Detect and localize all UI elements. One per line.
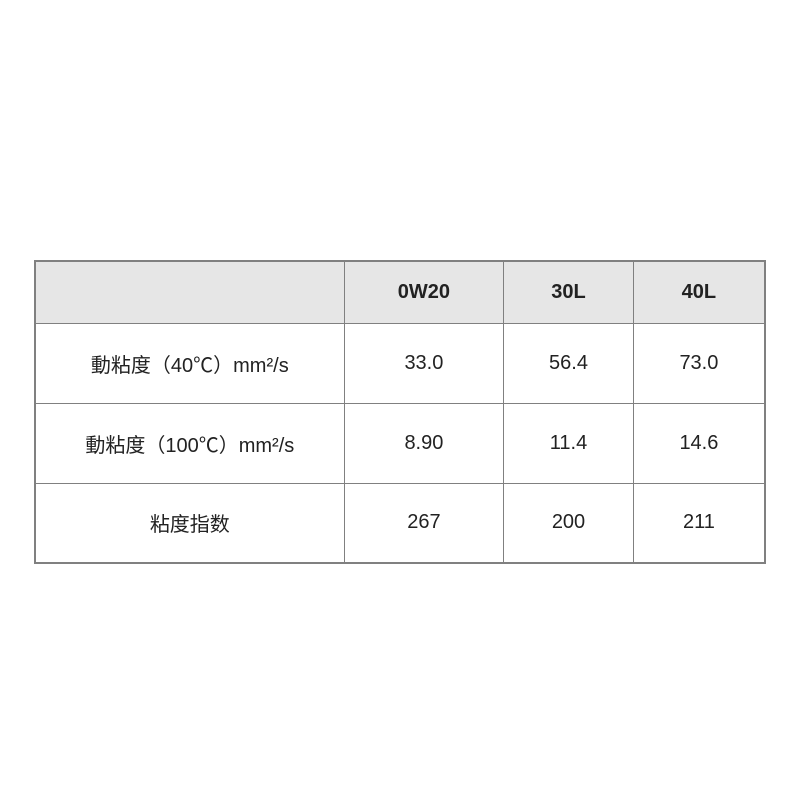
row-label: 動粘度（100℃）mm²/s [35,403,344,483]
cell: 267 [344,483,504,563]
table-row: 粘度指数 267 200 211 [35,483,765,563]
cell: 73.0 [633,323,765,403]
cell: 200 [504,483,634,563]
col-header-blank [35,261,344,323]
row-label: 動粘度（40℃）mm²/s [35,323,344,403]
viscosity-table: 0W20 30L 40L 動粘度（40℃）mm²/s 33.0 56.4 73.… [34,260,766,564]
cell: 11.4 [504,403,634,483]
cell: 33.0 [344,323,504,403]
col-header-30l: 30L [504,261,634,323]
row-label: 粘度指数 [35,483,344,563]
cell: 14.6 [633,403,765,483]
table-header-row: 0W20 30L 40L [35,261,765,323]
table-row: 動粘度（40℃）mm²/s 33.0 56.4 73.0 [35,323,765,403]
col-header-0w20: 0W20 [344,261,504,323]
col-header-40l: 40L [633,261,765,323]
cell: 56.4 [504,323,634,403]
cell: 211 [633,483,765,563]
cell: 8.90 [344,403,504,483]
table-row: 動粘度（100℃）mm²/s 8.90 11.4 14.6 [35,403,765,483]
